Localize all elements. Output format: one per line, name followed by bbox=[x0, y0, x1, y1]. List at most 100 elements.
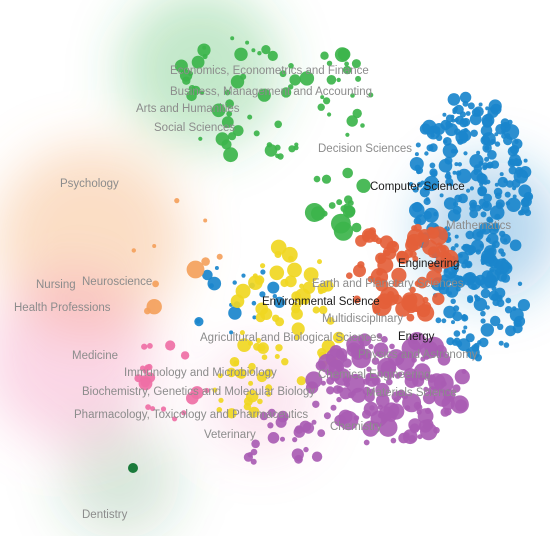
computer-science-bubble bbox=[452, 170, 457, 175]
environmental-science-bubble bbox=[294, 334, 301, 341]
engineering-bubble bbox=[375, 278, 389, 292]
computer-science-bubble bbox=[214, 266, 219, 270]
engineering-bubble bbox=[429, 262, 438, 271]
computer-science-bubble bbox=[228, 306, 242, 320]
energy-bubble bbox=[461, 369, 467, 374]
computer-science-bubble bbox=[509, 154, 521, 166]
environmental-science-bubble bbox=[291, 322, 305, 336]
environmental-science-bubble bbox=[269, 265, 285, 281]
computer-science-bubble bbox=[479, 182, 484, 187]
computer-science-bubble bbox=[480, 277, 492, 290]
social-sciences-bubble bbox=[350, 93, 355, 98]
field-label-environmental-science: Environmental Science bbox=[262, 296, 380, 308]
medicine-bubble bbox=[147, 343, 153, 349]
field-label-arts-and-humanities: Arts and Humanities bbox=[136, 103, 240, 115]
computer-science-bubble bbox=[459, 118, 469, 128]
environmental-science-bubble bbox=[243, 402, 252, 411]
energy-bubble bbox=[374, 421, 380, 428]
computer-science-bubble bbox=[465, 111, 471, 116]
medicine-bubble bbox=[172, 416, 178, 422]
computer-science-bubble bbox=[448, 291, 452, 296]
computer-science-bubble bbox=[441, 318, 447, 324]
energy-bubble bbox=[334, 414, 347, 427]
computer-science-bubble bbox=[484, 156, 490, 162]
computer-science-bubble bbox=[504, 191, 511, 198]
dentistry-bubble bbox=[128, 463, 138, 473]
environmental-science-bubble bbox=[265, 384, 273, 392]
computer-science-bubble bbox=[441, 286, 446, 290]
computer-science-bubble bbox=[202, 269, 213, 281]
computer-science-bubble bbox=[452, 311, 463, 322]
computer-science-bubble bbox=[478, 161, 484, 166]
energy-bubble bbox=[452, 384, 461, 393]
field-label-earth-and-planetary-sciences: Earth and Planetary Sciences bbox=[312, 278, 464, 290]
field-label-biochemistry-genetics-and-molecular-biology: Biochemistry, Genetics and Molecular Bio… bbox=[82, 386, 315, 398]
computer-science-bubble bbox=[447, 93, 461, 106]
computer-science-bubble bbox=[439, 193, 444, 198]
medicine-bubble bbox=[204, 387, 210, 394]
psychology-bubble bbox=[131, 248, 136, 253]
energy-bubble bbox=[267, 432, 280, 444]
social-sciences-bubble bbox=[313, 175, 321, 183]
engineering-bubble bbox=[406, 313, 415, 322]
computer-science-bubble bbox=[423, 210, 432, 220]
social-sciences-bubble bbox=[345, 132, 350, 137]
social-sciences-bubble bbox=[317, 103, 325, 111]
environmental-science-bubble bbox=[303, 267, 319, 282]
social-sciences-bubble bbox=[197, 43, 211, 57]
engineering-bubble bbox=[441, 249, 459, 267]
computer-science-bubble bbox=[454, 243, 459, 248]
computer-science-bubble bbox=[473, 297, 488, 312]
energy-bubble bbox=[259, 411, 269, 421]
computer-science-bubble bbox=[517, 281, 523, 286]
environmental-science-bubble bbox=[261, 354, 268, 361]
computer-science-bubble bbox=[490, 160, 500, 169]
energy-bubble bbox=[303, 446, 309, 453]
energy-bubble bbox=[395, 351, 415, 371]
engineering-bubble bbox=[416, 276, 429, 289]
social-sciences-bubble bbox=[293, 145, 299, 151]
field-label-medicine: Medicine bbox=[72, 350, 118, 362]
field-label-neuroscience: Neuroscience bbox=[82, 276, 152, 288]
computer-science-bubble bbox=[259, 291, 266, 298]
social-sciences-bubble bbox=[321, 174, 332, 184]
computer-science-bubble bbox=[450, 298, 456, 304]
environmental-science-bubble bbox=[248, 406, 260, 418]
energy-bubble bbox=[366, 366, 372, 372]
social-sciences-bubble bbox=[328, 202, 336, 209]
computer-science-bubble bbox=[499, 172, 504, 177]
energy-bubble bbox=[250, 448, 258, 456]
energy-bubble bbox=[311, 451, 323, 462]
computer-science-bubble bbox=[453, 275, 466, 288]
social-sciences-bubble bbox=[320, 51, 329, 60]
engineering-bubble bbox=[427, 246, 440, 258]
computer-science-bubble bbox=[445, 114, 454, 123]
psychology-bubble bbox=[201, 257, 210, 266]
field-label-veterinary: Veterinary bbox=[204, 429, 256, 441]
environmental-science-bubble bbox=[258, 344, 266, 352]
social-sciences-bubble bbox=[247, 114, 253, 120]
computer-science-bubble bbox=[442, 143, 458, 159]
energy-bubble bbox=[408, 435, 416, 443]
social-sciences-bubble bbox=[340, 205, 348, 213]
social-sciences-bubble bbox=[351, 222, 362, 233]
environmental-science-bubble bbox=[322, 280, 334, 292]
energy-bubble bbox=[291, 448, 304, 461]
environmental-science-bubble bbox=[260, 307, 273, 320]
energy-bubble bbox=[330, 404, 337, 411]
environmental-science-bubble bbox=[281, 246, 298, 263]
computer-science-bubble bbox=[512, 194, 517, 199]
field-label-engineering: Engineering bbox=[398, 258, 459, 270]
computer-science-bubble bbox=[509, 239, 522, 252]
computer-science-bubble bbox=[453, 330, 461, 337]
computer-science-bubble bbox=[505, 133, 511, 138]
environmental-science-bubble bbox=[291, 291, 301, 301]
energy-bubble bbox=[329, 345, 343, 358]
engineering-bubble bbox=[440, 245, 447, 253]
field-label-social-sciences: Social Sciences bbox=[154, 122, 235, 134]
energy-bubble bbox=[294, 425, 304, 434]
computer-science-bubble bbox=[433, 211, 438, 217]
energy-bubble bbox=[389, 343, 395, 350]
computer-science-bubble bbox=[423, 197, 431, 206]
environmental-science-bubble bbox=[217, 373, 223, 379]
